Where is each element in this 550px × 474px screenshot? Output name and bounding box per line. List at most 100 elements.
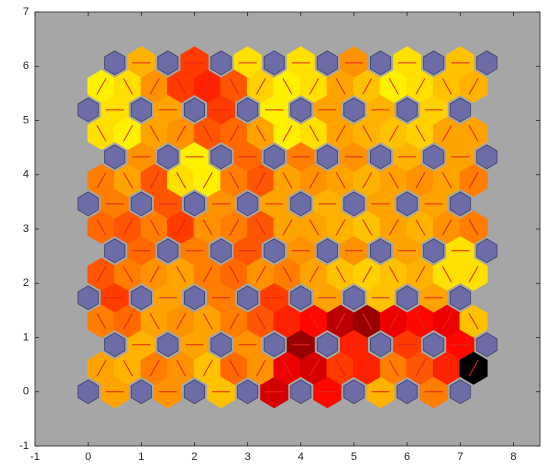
neighbor-link	[176, 360, 187, 377]
neighbor-link	[362, 172, 373, 189]
neuron	[316, 50, 338, 76]
neuron	[316, 238, 338, 264]
neighbor-link	[362, 313, 373, 330]
neuron	[476, 50, 498, 76]
neighbor-link	[255, 360, 266, 377]
neuron	[104, 332, 126, 358]
neuron	[77, 97, 99, 123]
neighbor-link	[149, 78, 160, 95]
neuron	[343, 191, 365, 217]
neighbor-link	[282, 78, 293, 95]
x-tick-label: 5	[351, 451, 357, 463]
neuron	[104, 238, 126, 264]
x-tick-label: 8	[510, 451, 516, 463]
neighbor-link	[202, 266, 213, 283]
neuron	[423, 238, 445, 264]
neuron	[423, 144, 445, 170]
neuron	[210, 144, 232, 170]
neuron	[369, 238, 392, 264]
neighbor-link	[388, 219, 399, 236]
neighbor-link	[229, 219, 240, 236]
neighbor-link	[362, 266, 373, 283]
neighbor-link	[123, 172, 133, 189]
neighbor-link	[362, 219, 373, 236]
neighbor-link	[282, 219, 293, 236]
neuron	[369, 332, 392, 358]
y-tick-label: 1	[23, 331, 29, 343]
y-tick-label: -1	[19, 440, 29, 452]
neuron	[77, 191, 99, 217]
neighbor-link	[202, 219, 213, 236]
neuron	[396, 191, 418, 217]
neuron	[104, 50, 126, 76]
neuron	[130, 97, 152, 123]
neuron	[237, 97, 259, 123]
y-tick-label: 0	[23, 386, 29, 398]
neuron	[396, 285, 418, 311]
neuron	[157, 238, 179, 264]
neighbor-link	[149, 313, 160, 330]
neuron	[449, 191, 471, 217]
neuron	[130, 191, 152, 217]
neighbor-link	[96, 360, 107, 377]
neuron	[476, 238, 498, 264]
neighbor-link	[388, 172, 399, 189]
neighbor-link	[229, 360, 240, 377]
neighbor-link	[335, 172, 346, 189]
neighbor-link	[362, 360, 373, 377]
neighbor-link	[202, 313, 213, 330]
neighbor-link	[96, 125, 107, 142]
neighbor-link	[176, 219, 187, 236]
x-tick-label: 2	[191, 451, 197, 463]
neighbor-link	[415, 78, 426, 95]
neuron	[423, 332, 445, 358]
x-tick-label: 1	[138, 451, 144, 463]
neuron	[423, 50, 445, 76]
neighbor-link	[202, 172, 213, 189]
neighbor-link	[255, 219, 266, 236]
neighbor-link	[202, 125, 213, 142]
neuron	[369, 50, 392, 76]
neighbor-link	[309, 78, 320, 95]
neighbor-link	[388, 313, 399, 330]
neighbor-link	[415, 360, 426, 377]
neuron	[210, 238, 232, 264]
neuron	[369, 144, 392, 170]
neighbor-link	[149, 360, 160, 377]
neuron	[263, 144, 285, 170]
neighbor-link	[202, 78, 213, 95]
neighbor-link	[282, 313, 293, 330]
neighbor-link	[415, 313, 426, 330]
neuron	[130, 379, 152, 405]
neighbor-link	[468, 78, 479, 95]
neighbor-link	[96, 313, 107, 330]
neuron	[77, 285, 99, 311]
neighbor-link	[415, 125, 426, 142]
neighbor-link	[442, 360, 452, 377]
neighbor-link	[335, 125, 346, 142]
neighbor-link	[362, 78, 373, 95]
neighbor-link	[309, 125, 320, 142]
x-tick-label: 3	[245, 451, 251, 463]
plot-area	[77, 46, 498, 409]
neighbor-link	[468, 360, 479, 377]
neuron	[237, 379, 259, 405]
neuron	[263, 238, 285, 264]
neighbor-link	[442, 266, 452, 283]
neighbor-link	[96, 78, 107, 95]
neuron	[396, 379, 418, 405]
neighbor-link	[335, 78, 346, 95]
neighbor-link	[309, 172, 320, 189]
neighbor-link	[255, 78, 266, 95]
neuron	[449, 379, 471, 405]
neighbor-link	[309, 360, 320, 377]
neighbor-link	[176, 172, 187, 189]
neuron	[396, 97, 418, 123]
x-tick-label: 7	[457, 451, 463, 463]
neighbor-link	[442, 313, 452, 330]
neighbor-link	[229, 313, 240, 330]
neuron	[476, 332, 498, 358]
neighbor-link	[123, 313, 133, 330]
neuron	[449, 285, 471, 311]
